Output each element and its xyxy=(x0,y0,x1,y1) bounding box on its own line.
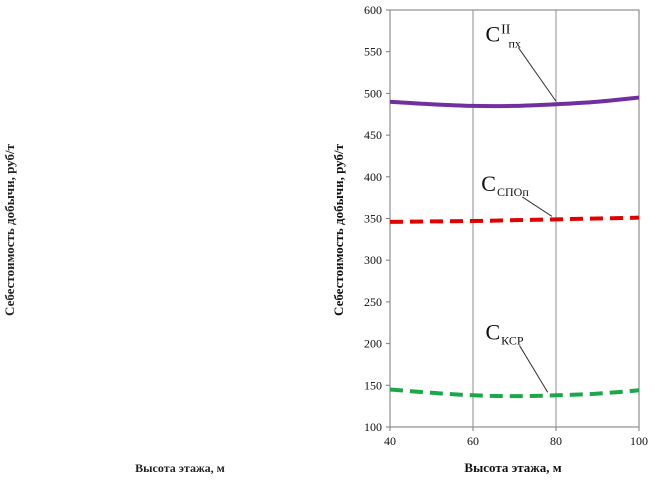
x-tick-label: 100 xyxy=(630,434,648,448)
series-label-c-spo: CСПОп xyxy=(481,171,529,199)
series-label-c-pkh: CII пх xyxy=(485,22,520,51)
series-label-sub: пх xyxy=(508,37,520,51)
series-line-c-ksr xyxy=(389,387,640,399)
x-tick-label: 60 xyxy=(467,434,479,448)
y-tick-label: 150 xyxy=(364,378,382,392)
left-fragment-ylabel: Себестоимость добычи, руб/т xyxy=(2,143,17,316)
y-tick-label: 250 xyxy=(364,295,382,309)
leader-line-c-spo xyxy=(522,196,553,217)
series-line-c-spo xyxy=(389,215,640,224)
x-ticks: 40 60 80 100 xyxy=(384,427,648,448)
series-label-c-ksr: CКСР xyxy=(485,319,523,347)
x-tick-label: 80 xyxy=(550,434,562,448)
y-tick-label: 400 xyxy=(364,170,382,184)
x-tick-label: 40 xyxy=(384,434,396,448)
y-tick-label: 300 xyxy=(364,253,382,267)
y-tick-label: 500 xyxy=(364,86,382,100)
series-label-main: C xyxy=(481,171,496,196)
series-label-sub: СПОп xyxy=(497,185,529,199)
series-label-main: C xyxy=(485,319,500,344)
y-tick-label: 550 xyxy=(364,45,382,59)
series-label-main: C xyxy=(485,22,500,47)
leader-line-c-pkh xyxy=(518,47,557,102)
plot-area: 100 150 200 250 300 350 400 450 500 550 600 40 60 80… xyxy=(364,3,648,448)
y-axis-title: Себестоимость добычи, руб/т xyxy=(331,143,346,316)
y-tick-label: 600 xyxy=(364,3,382,17)
left-fragment-xlabel: Высота этажа, м xyxy=(135,461,225,475)
y-tick-label: 100 xyxy=(364,420,382,434)
series-layer xyxy=(389,95,640,399)
y-tick-label: 450 xyxy=(364,128,382,142)
x-axis-title: Высота этажа, м xyxy=(464,460,561,475)
left-fragment: Себестоимость добычи, руб/т Высота этажа… xyxy=(2,143,225,475)
series-label-sub: КСР xyxy=(501,333,524,347)
series-label-sup: II xyxy=(501,23,511,38)
y-tick-label: 200 xyxy=(364,337,382,351)
y-tick-label: 350 xyxy=(364,212,382,226)
series-line-c-pkh xyxy=(389,95,640,109)
leader-line-c-ksr xyxy=(519,345,549,393)
y-ticks: 100 150 200 250 300 350 400 450 500 550 600 xyxy=(364,3,390,434)
